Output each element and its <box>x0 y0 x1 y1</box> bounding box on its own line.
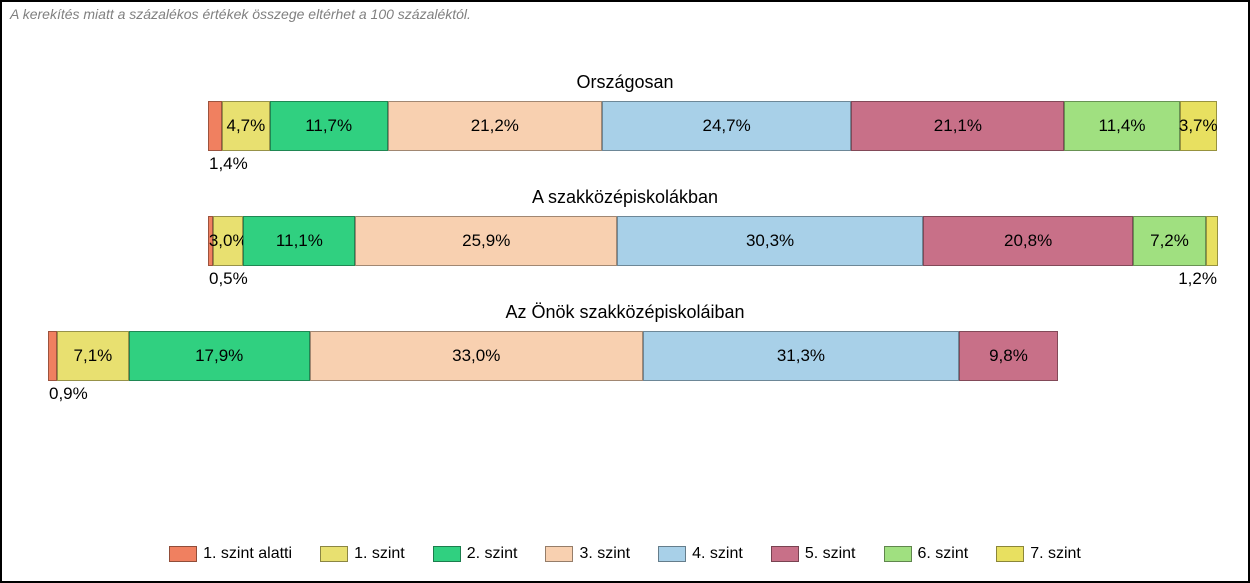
bar-segment: 1,4% <box>208 101 222 151</box>
segment-label: 24,7% <box>702 116 750 136</box>
segment-label: 1,2% <box>1178 269 1217 289</box>
stacked-bar: 0,5%3,0%11,1%25,9%30,3%20,8%7,2%1,2% <box>208 216 1218 266</box>
bar-segment: 17,9% <box>129 331 310 381</box>
bar-segment: 3,0% <box>213 216 243 266</box>
legend-item: 2. szint <box>433 545 518 563</box>
bar-group: A szakközépiskolákban0,5%3,0%11,1%25,9%3… <box>2 187 1248 266</box>
bar-segment: 21,2% <box>388 101 602 151</box>
bar-segment: 33,0% <box>310 331 643 381</box>
bar-segment: 11,7% <box>270 101 388 151</box>
segment-label: 25,9% <box>462 231 510 251</box>
segment-label: 3,0% <box>209 231 248 251</box>
segment-label: 30,3% <box>746 231 794 251</box>
stacked-bar: 0,9% 7,1% 17,9% 33,0% 31,3% 9,8% <box>48 331 1058 381</box>
segment-label: 11,4% <box>1099 116 1146 136</box>
bar-segment: 1,2% <box>1206 216 1218 266</box>
legend: 1. szint alatti 1. szint 2. szint 3. szint 4… <box>2 545 1248 563</box>
bar-segment: 4,7% <box>222 101 269 151</box>
legend-swatch <box>996 546 1024 562</box>
bar-segment: 31,3% <box>643 331 959 381</box>
segment-label: 31,3% <box>777 346 825 366</box>
legend-item: 4. szint <box>658 545 743 563</box>
bar-row: 0,9% 7,1% 17,9% 33,0% 31,3% 9,8% <box>2 331 1250 381</box>
chart-frame: A kerekítés miatt a százalékos értékek ö… <box>0 0 1250 583</box>
bar-group: Az Önök szakközépiskoláiban 0,9% 7,1% 17,9%… <box>2 302 1248 381</box>
bar-segment: 24,7% <box>602 101 851 151</box>
legend-item: 1. szint <box>320 545 405 563</box>
segment-label: 21,1% <box>934 116 982 136</box>
legend-label: 2. szint <box>467 545 518 563</box>
legend-label: 5. szint <box>805 545 856 563</box>
bar-segment: 20,8% <box>923 216 1133 266</box>
legend-item: 7. szint <box>996 545 1081 563</box>
segment-label: 21,2% <box>471 116 519 136</box>
stacked-bar: 1,4% 4,7% 11,7% 21,2% 24,7% 21,1% 11,4% 3,7% <box>208 101 1217 151</box>
bar-row: 1,4% 4,7% 11,7% 21,2% 24,7% 21,1% 11,4% 3,7% <box>2 101 1250 151</box>
bars-area: Országosan 1,4% 4,7% 11,7% 21,2% 24,7% 21,1% 11… <box>2 72 1248 417</box>
segment-label: 0,9% <box>49 384 88 404</box>
segment-label: 7,2% <box>1150 231 1189 251</box>
legend-label: 3. szint <box>579 545 630 563</box>
segment-label: 9,8% <box>989 346 1028 366</box>
bar-segment: 25,9% <box>355 216 617 266</box>
bar-segment: 7,1% <box>57 331 129 381</box>
segment-label: 11,1% <box>276 231 323 251</box>
legend-item: 6. szint <box>884 545 969 563</box>
legend-item: 3. szint <box>545 545 630 563</box>
segment-label: 0,5% <box>209 269 248 289</box>
bar-segment: 11,4% <box>1064 101 1179 151</box>
bar-title: Országosan <box>2 72 1248 93</box>
legend-label: 1. szint alatti <box>203 545 292 563</box>
bar-title: A szakközépiskolákban <box>2 187 1248 208</box>
legend-swatch <box>320 546 348 562</box>
legend-item: 1. szint alatti <box>169 545 292 563</box>
bar-title: Az Önök szakközépiskoláiban <box>2 302 1248 323</box>
bar-segment: 30,3% <box>617 216 923 266</box>
legend-swatch <box>545 546 573 562</box>
bar-segment: 11,1% <box>243 216 355 266</box>
segment-label: 20,8% <box>1004 231 1052 251</box>
bar-group: Országosan 1,4% 4,7% 11,7% 21,2% 24,7% 21,1% 11… <box>2 72 1248 151</box>
segment-label: 3,7% <box>1179 116 1218 136</box>
legend-label: 7. szint <box>1030 545 1081 563</box>
footnote-text: A kerekítés miatt a százalékos értékek ö… <box>10 6 471 22</box>
legend-swatch <box>771 546 799 562</box>
bar-segment: 21,1% <box>851 101 1064 151</box>
legend-label: 1. szint <box>354 545 405 563</box>
segment-label: 4,7% <box>226 116 265 136</box>
bar-segment: 7,2% <box>1133 216 1206 266</box>
segment-label: 1,4% <box>209 154 248 174</box>
legend-swatch <box>433 546 461 562</box>
bar-segment: 0,9% <box>48 331 57 381</box>
bar-segment: 9,8% <box>959 331 1058 381</box>
legend-swatch <box>658 546 686 562</box>
segment-label: 7,1% <box>74 346 113 366</box>
legend-label: 4. szint <box>692 545 743 563</box>
legend-swatch <box>169 546 197 562</box>
legend-item: 5. szint <box>771 545 856 563</box>
legend-swatch <box>884 546 912 562</box>
bar-row: 0,5%3,0%11,1%25,9%30,3%20,8%7,2%1,2% <box>2 216 1250 266</box>
segment-label: 11,7% <box>305 116 352 136</box>
bar-segment: 3,7% <box>1180 101 1217 151</box>
legend-label: 6. szint <box>918 545 969 563</box>
segment-label: 17,9% <box>195 346 243 366</box>
segment-label: 33,0% <box>452 346 500 366</box>
